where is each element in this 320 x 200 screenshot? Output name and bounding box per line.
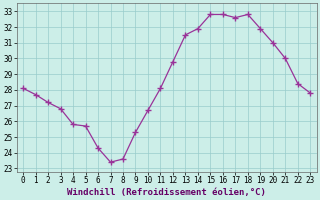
X-axis label: Windchill (Refroidissement éolien,°C): Windchill (Refroidissement éolien,°C) [67, 188, 266, 197]
